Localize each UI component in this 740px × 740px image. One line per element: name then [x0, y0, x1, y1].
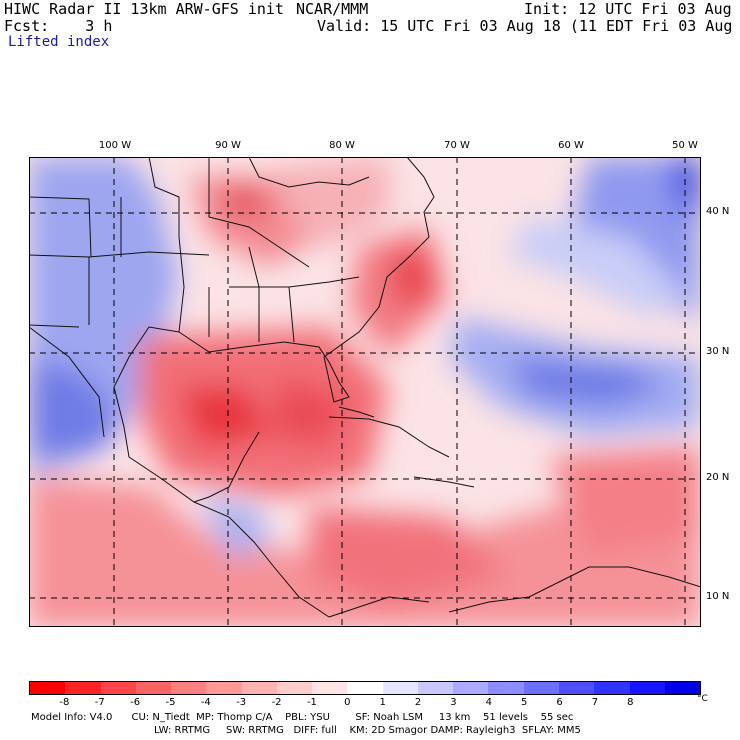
lifted-index-map [29, 157, 701, 627]
map-frame [29, 157, 701, 627]
model-info-line1: Model Info: V4.0 CU: N_Tiedt MP: Thomp C… [31, 712, 574, 723]
colorbar-tick-label: 7 [591, 697, 599, 708]
colorbar-segment [558, 682, 595, 694]
colorbar-tick-label: -1 [306, 697, 317, 708]
colorbar-segment [135, 682, 172, 694]
lon-label: 70 W [444, 140, 470, 151]
colorbar-tick-label: -3 [236, 697, 247, 708]
model-title: HIWC Radar II 13km ARW-GFS init [4, 0, 284, 18]
colorbar-tick-label: -4 [200, 697, 211, 708]
model-info-line2: LW: RRTMG SW: RRTMG DIFF: full KM: 2D Sm… [154, 725, 581, 736]
lon-label: 80 W [329, 140, 355, 151]
forecast-hour: Fcst: 3 h [4, 17, 113, 35]
colorbar-segment [206, 682, 242, 694]
colorbar-segment [171, 682, 207, 694]
colorbar-tick-label: 5 [520, 697, 528, 708]
colorbar-segment [594, 682, 630, 694]
colorbar-segment [488, 682, 524, 694]
lon-label: 100 W [98, 140, 132, 151]
colorbar-tick-label: 8 [627, 697, 634, 708]
lat-label: 20 N [706, 472, 730, 483]
shading-field [29, 157, 701, 627]
colorbar-segment [523, 682, 559, 694]
colorbar-tick-label: 1 [379, 697, 386, 708]
lon-label: 60 W [558, 140, 584, 151]
coastlines [29, 157, 701, 618]
lat-label: 10 N [706, 591, 730, 602]
colorbar-segment [100, 682, 136, 694]
colorbar-segment [417, 682, 454, 694]
colorbar-segment [65, 682, 101, 694]
colorbar-unit: °C [697, 694, 708, 704]
colorbar-segment [629, 682, 665, 694]
colorbar-tick-label: -8 [59, 697, 70, 708]
lat-label: 30 N [706, 346, 730, 357]
colorbar-tick-label: 4 [485, 697, 492, 708]
colorbar-segment [347, 682, 383, 694]
colorbar-segment [664, 682, 701, 694]
colorbar-segment [30, 682, 66, 694]
colorbar-tick-label: 6 [556, 697, 563, 708]
init-time: Init: 12 UTC Fri 03 Aug 18 [524, 0, 740, 18]
colorbar-tick-label: 0 [344, 697, 351, 708]
colorbar-segment [453, 682, 489, 694]
field-name: Lifted index [8, 34, 110, 50]
colorbar-segment [382, 682, 418, 694]
colorbar-tick-label: -2 [271, 697, 282, 708]
latlon-grid [29, 157, 701, 627]
center-label: NCAR/MMM [296, 0, 369, 18]
colorbar-tick-label: -5 [165, 697, 176, 708]
colorbar-tick-label: 3 [450, 697, 457, 708]
colorbar-tick-label: -7 [94, 697, 105, 708]
valid-time: Valid: 15 UTC Fri 03 Aug 18 (11 EDT Fri … [317, 17, 740, 35]
lon-label: 90 W [215, 140, 241, 151]
lon-label: 50 W [672, 140, 698, 151]
lat-label: 40 N [706, 206, 730, 217]
colorbar-segment [312, 682, 348, 694]
colorbar-tick-label: 2 [414, 697, 422, 708]
colorbar-tick-label: -6 [130, 697, 141, 708]
colorbar-segment [241, 682, 277, 694]
colorbar-segment [276, 682, 313, 694]
colorbar [29, 681, 701, 695]
